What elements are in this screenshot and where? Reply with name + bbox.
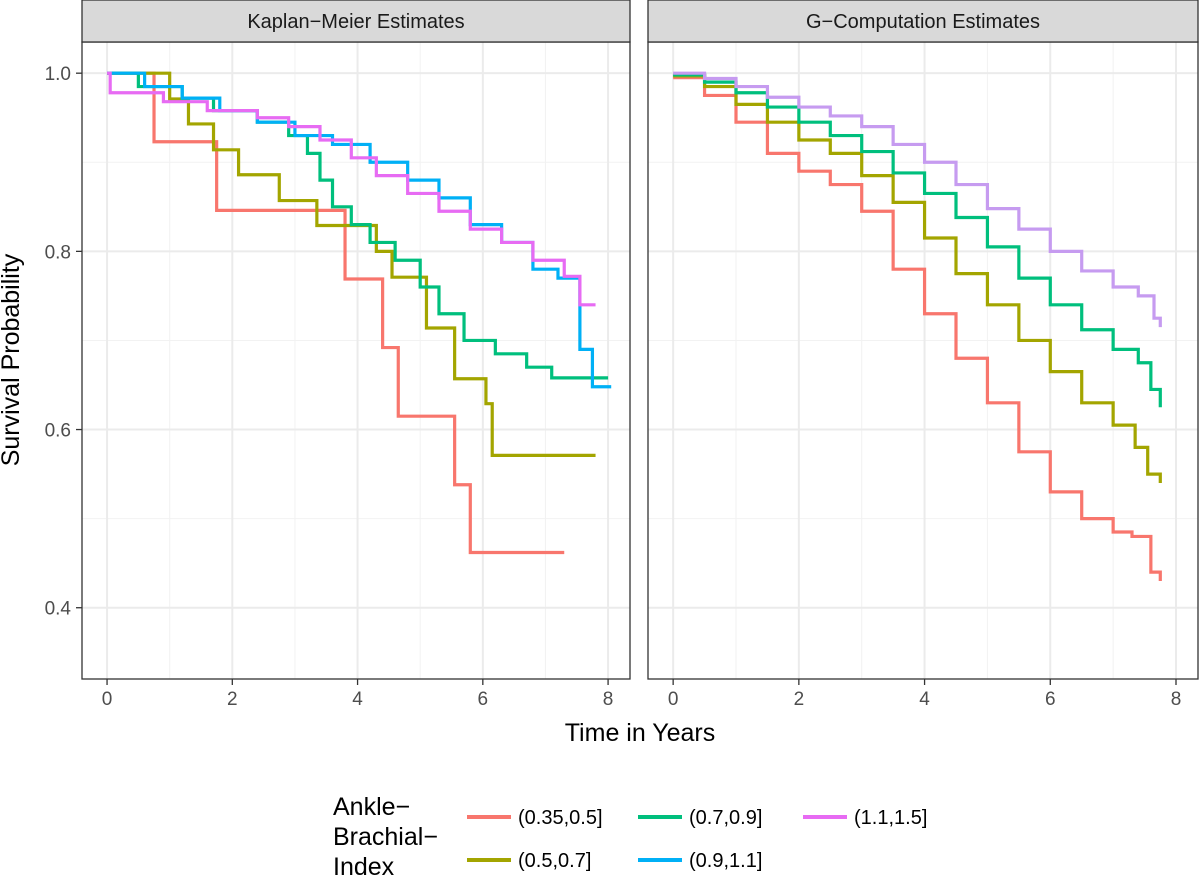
panel-background (648, 42, 1198, 679)
panel-series (107, 71, 612, 555)
x-axis-title: Time in Years (565, 719, 716, 747)
panel-title: Kaplan−Meier Estimates (247, 11, 464, 33)
legend: Ankle− Brachial− Index (0.35,0.5] (0.5,0.… (333, 793, 927, 880)
x-axis-ticks: 0 2 4 6 8 (102, 679, 614, 710)
series-line (673, 74, 1162, 483)
series-line (107, 71, 609, 380)
legend-title: Ankle− Brachial− Index (333, 793, 445, 880)
panel-title: G−Computation Estimates (806, 11, 1040, 33)
x-tick-label: 2 (227, 689, 238, 710)
x-tick-label: 6 (478, 689, 489, 710)
panel-series (673, 71, 1162, 581)
legend-items: (0.35,0.5] (0.5,0.7] (0.7,0.9] (0.9,1.1] (1.… (467, 807, 927, 872)
legend-label: (1.1,1.5] (854, 807, 927, 829)
series-line (673, 73, 1162, 408)
series-line (107, 71, 596, 307)
panel-grid (82, 42, 630, 679)
x-tick-label: 0 (102, 689, 113, 710)
panel-g-computation: G−Computation Estimates 0 2 4 6 8 (647, 0, 1199, 710)
panel-strip (647, 0, 1199, 43)
y-tick-label: 0.8 (45, 242, 71, 263)
x-tick-label: 2 (794, 689, 805, 710)
legend-label: (0.35,0.5] (518, 807, 603, 829)
legend-label: (0.5,0.7] (518, 850, 591, 872)
x-tick-label: 6 (1045, 689, 1056, 710)
series-line (673, 71, 1162, 328)
panel-kaplan-meier: Kaplan−Meier Estimates 0 2 4 6 8 0.4 0.6 0.8 1.… (45, 0, 631, 710)
x-tick-label: 8 (603, 689, 614, 710)
legend-title-line: Index (333, 853, 395, 880)
x-tick-label: 4 (919, 689, 930, 710)
series-line (673, 76, 1162, 581)
series-line (107, 71, 612, 389)
panel-strip (81, 0, 631, 43)
series-line (107, 71, 596, 457)
y-tick-label: 0.6 (45, 421, 71, 442)
legend-title-line: Ankle− (333, 793, 410, 821)
legend-label: (0.7,0.9] (689, 807, 762, 829)
y-axis-title: Survival Probability (0, 253, 25, 466)
y-tick-label: 1.0 (45, 64, 71, 85)
panel-background (82, 42, 630, 679)
x-tick-label: 0 (668, 689, 679, 710)
y-axis-ticks: 0.4 0.6 0.8 1.0 (45, 64, 82, 620)
series-line (107, 71, 565, 555)
y-tick-label: 0.4 (45, 599, 72, 620)
x-axis-ticks: 0 2 4 6 8 (668, 679, 1181, 710)
x-tick-label: 4 (352, 689, 363, 710)
x-tick-label: 8 (1171, 689, 1182, 710)
legend-title-line: Brachial− (333, 823, 438, 851)
legend-label: (0.9,1.1] (689, 850, 762, 872)
